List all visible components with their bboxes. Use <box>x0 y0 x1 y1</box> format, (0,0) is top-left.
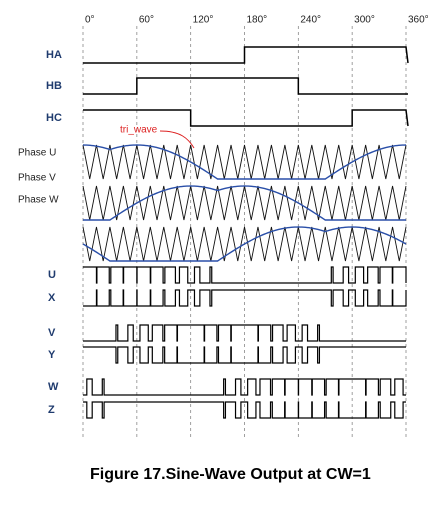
hall-label: HA <box>46 49 62 61</box>
gate-label: W <box>48 381 59 393</box>
angle-label: 0° <box>85 15 95 26</box>
annotation: tri_wave <box>120 125 158 136</box>
gate-signal <box>83 289 407 307</box>
waveforms: 0° 60° 120° 180° 240° 300° 360° HA HB HC Phase U Ph… <box>18 15 429 440</box>
modulation <box>82 226 407 262</box>
annotation-arrow <box>159 130 195 149</box>
caption: Figure 17.Sine-Wave Output at CW=1 <box>90 466 371 483</box>
angle-label: 60° <box>139 15 154 26</box>
phase-label: Phase W <box>18 195 59 206</box>
hall-label: HB <box>46 80 62 92</box>
angle-label: 180° <box>247 15 268 26</box>
gate-signal <box>83 401 406 419</box>
modulation <box>83 185 406 221</box>
angle-label: 300° <box>354 15 375 26</box>
phase-label: Phase V <box>18 173 56 184</box>
gate-label: U <box>48 269 56 281</box>
hall-label: HC <box>46 112 62 124</box>
gate-signal <box>83 266 407 284</box>
modulation <box>82 144 407 180</box>
phase-label: Phase U <box>18 148 56 159</box>
hall-signal <box>83 46 409 64</box>
gate-signal <box>83 378 406 396</box>
angle-label: 240° <box>300 15 321 26</box>
gate-label: Z <box>48 404 55 416</box>
hall-signal <box>83 109 409 127</box>
angle-label: 120° <box>193 15 214 26</box>
gate-label: X <box>48 292 56 304</box>
angle-label: 360° <box>408 15 429 26</box>
gate-signal <box>83 324 406 342</box>
gate-label: Y <box>48 349 56 361</box>
gate-signal <box>83 346 406 364</box>
gate-label: V <box>48 327 56 339</box>
hall-signal <box>83 77 408 95</box>
